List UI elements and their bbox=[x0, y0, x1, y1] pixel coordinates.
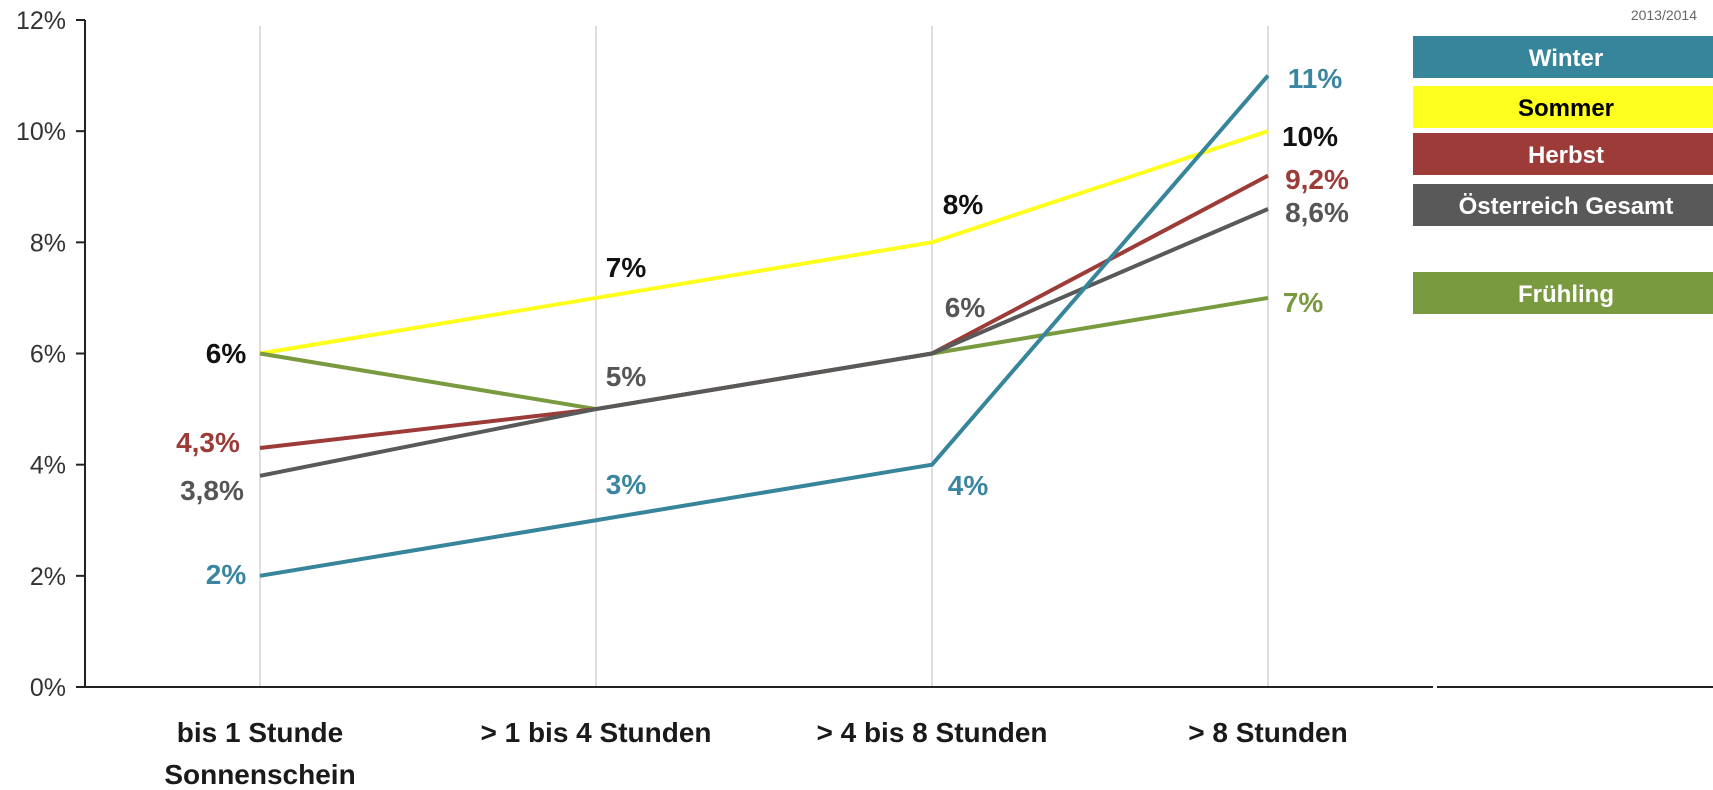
series-line-winter bbox=[259, 74, 1270, 578]
x-tick-label-0-line1: Sonnenschein bbox=[164, 759, 355, 790]
data-label-sommer-3: 10% bbox=[1282, 121, 1338, 152]
y-tick-label-2: 4% bbox=[30, 452, 66, 480]
legend-swatch-winter bbox=[1413, 36, 1713, 78]
data-label-herbst-3: 9,2% bbox=[1285, 164, 1349, 195]
data-label--sterreich-gesamt-1: 5% bbox=[606, 361, 647, 392]
data-label-winter-1: 3% bbox=[606, 469, 647, 500]
data-label-winter-0: 2% bbox=[206, 559, 247, 590]
data-label--sterreich-gesamt-0: 3,8% bbox=[180, 475, 244, 506]
data-label-fr-hling-3: 7% bbox=[1283, 287, 1324, 318]
x-tick-label-2: > 4 bis 8 Stunden bbox=[816, 717, 1047, 748]
legend-swatch-fr-hling bbox=[1413, 272, 1713, 314]
year-label: 2013/2014 bbox=[1631, 7, 1697, 23]
data-label-sommer-2: 8% bbox=[943, 189, 984, 220]
data-label--sterreich-gesamt-2: 6% bbox=[945, 292, 986, 323]
y-tick-label-0: 0% bbox=[30, 674, 66, 702]
x-tick-label-0: bis 1 Stunde bbox=[177, 717, 343, 748]
legend: Winter Sommer Herbst Österreich Gesamt Frühl… bbox=[1413, 36, 1713, 314]
y-tick-label-5: 10% bbox=[16, 118, 66, 146]
y-tick-label-1: 2% bbox=[30, 563, 66, 591]
y-tick-label-3: 6% bbox=[30, 341, 66, 369]
series-line-fr-hling bbox=[259, 295, 1269, 412]
data-label--sterreich-gesamt-3: 8,6% bbox=[1285, 197, 1349, 228]
legend-swatch-herbst bbox=[1413, 133, 1713, 175]
data-label-winter-3: 11% bbox=[1288, 63, 1343, 94]
data-label-sommer-1: 7% bbox=[606, 252, 647, 283]
legend-label-herbst: Herbst bbox=[1528, 142, 1604, 169]
series-line--sterreich-gesamt bbox=[259, 207, 1269, 478]
legend-label-fr-hling: Frühling bbox=[1518, 281, 1614, 308]
legend-label-winter: Winter bbox=[1529, 45, 1603, 72]
legend-swatch-sommer bbox=[1413, 86, 1713, 128]
x-tick-label-1: > 1 bis 4 Stunden bbox=[480, 717, 711, 748]
series-line-sommer bbox=[259, 129, 1269, 356]
data-label-winter-2: 4% bbox=[948, 470, 989, 501]
axes: 0% 2% 4% 6% 8% 10% 12% bis 1 Stunde Sonnenschein… bbox=[16, 7, 1713, 790]
data-label-sommer-0: 6% bbox=[206, 338, 247, 369]
data-label-herbst-0: 4,3% bbox=[176, 427, 240, 458]
legend-swatch--sterreich-gesamt bbox=[1413, 184, 1713, 226]
series-line-herbst bbox=[259, 173, 1269, 450]
grid-lines bbox=[259, 26, 1269, 687]
legend-label-sommer: Sommer bbox=[1518, 95, 1614, 122]
data-labels: 2% 3% 4% 11% 6% 7% 8% 10% 4,3% 9,2% 3,8% 5% 6% 8,6% 7% bbox=[176, 63, 1349, 590]
y-tick-label-4: 8% bbox=[30, 229, 66, 257]
legend-label--sterreich-gesamt: Österreich Gesamt bbox=[1459, 193, 1674, 220]
series-lines bbox=[259, 74, 1270, 578]
y-tick-label-6: 12% bbox=[16, 7, 66, 35]
x-tick-label-3: > 8 Stunden bbox=[1188, 717, 1347, 748]
